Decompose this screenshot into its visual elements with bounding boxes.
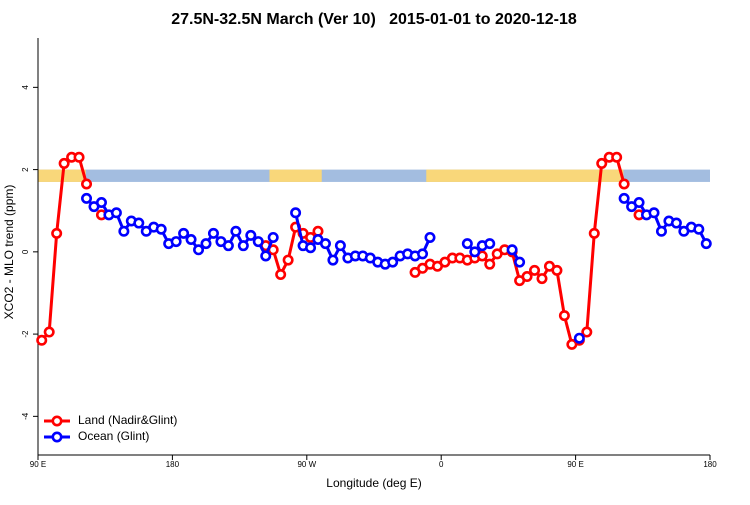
x-tick-label: 180	[703, 460, 717, 469]
data-point	[461, 238, 473, 250]
data-point	[305, 242, 317, 254]
x-tick-label: 90 E	[30, 460, 46, 469]
data-point	[484, 258, 496, 270]
data-point	[536, 273, 548, 285]
data-point	[178, 227, 190, 239]
data-point	[700, 238, 712, 250]
legend-label: Land (Nadir&Glint)	[78, 413, 177, 427]
data-point	[275, 268, 287, 280]
data-point	[43, 326, 55, 338]
land-strip	[269, 169, 322, 182]
data-point	[155, 223, 167, 235]
data-point	[633, 196, 645, 208]
x-tick-label: 0	[439, 460, 444, 469]
data-point	[558, 310, 570, 322]
y-tick-label: -4	[21, 412, 30, 420]
data-point	[58, 157, 70, 169]
data-point	[588, 227, 600, 239]
data-point	[484, 238, 496, 250]
data-point	[222, 240, 234, 252]
data-point	[387, 256, 399, 268]
data-point	[170, 236, 182, 248]
data-point	[290, 207, 302, 219]
x-tick-label: 90 E	[567, 460, 583, 469]
data-point	[200, 238, 212, 250]
data-point	[260, 250, 272, 262]
y-tick-label: 2	[21, 167, 30, 172]
data-point	[51, 227, 63, 239]
data-point	[514, 256, 526, 268]
legend-marker	[51, 431, 63, 443]
data-point	[506, 244, 518, 256]
data-point	[230, 225, 242, 237]
x-axis-label: Longitude (deg E)	[326, 476, 421, 490]
x-tick-label: 180	[166, 460, 180, 469]
data-point	[252, 236, 264, 248]
data-point	[424, 231, 436, 243]
data-point	[36, 334, 48, 346]
y-tick-label: -2	[21, 330, 30, 338]
legend-label: Ocean (Glint)	[78, 429, 149, 443]
land-strip	[38, 169, 86, 182]
data-point	[469, 246, 481, 258]
data-point	[693, 223, 705, 235]
data-point	[551, 264, 563, 276]
data-point	[521, 271, 533, 283]
data-point	[611, 151, 623, 163]
data-point	[245, 229, 257, 241]
data-point	[185, 234, 197, 246]
y-axis-label: XCO2 - MLO trend (ppm)	[2, 185, 16, 320]
data-point	[81, 192, 93, 204]
data-point	[596, 157, 608, 169]
data-point	[327, 254, 339, 266]
data-point	[529, 264, 541, 276]
x-tick-label: 90 W	[297, 460, 316, 469]
data-point	[618, 178, 630, 190]
chart-title: 27.5N-32.5N March (Ver 10) 2015-01-01 to…	[171, 11, 577, 28]
data-point	[193, 244, 205, 256]
land-strip	[426, 169, 624, 182]
data-point	[573, 332, 585, 344]
data-point	[267, 231, 279, 243]
data-point	[655, 225, 667, 237]
y-tick-label: 0	[21, 249, 30, 254]
data-point	[581, 326, 593, 338]
data-point	[73, 151, 85, 163]
data-point	[319, 238, 331, 250]
data-point	[417, 248, 429, 260]
data-point	[670, 217, 682, 229]
y-tick-label: 4	[21, 85, 30, 90]
data-point	[110, 207, 122, 219]
data-point	[648, 207, 660, 219]
data-point	[133, 217, 145, 229]
data-point	[118, 225, 130, 237]
data-point	[95, 196, 107, 208]
data-point	[207, 227, 219, 239]
legend-marker	[51, 415, 63, 427]
data-point	[237, 240, 249, 252]
data-point	[334, 240, 346, 252]
data-point	[282, 254, 294, 266]
data-point	[618, 192, 630, 204]
data-point	[81, 178, 93, 190]
